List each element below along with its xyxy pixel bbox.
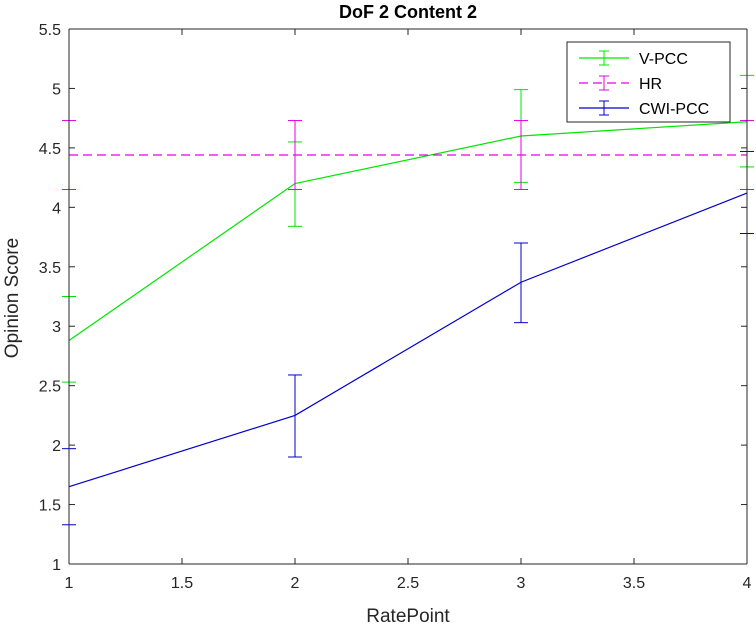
legend-box	[566, 41, 731, 123]
y-tick-label: 1	[52, 557, 61, 574]
x-tick-label: 3.5	[623, 575, 645, 592]
y-tick-label: 3	[52, 319, 61, 336]
y-tick-label: 2	[52, 438, 61, 455]
error-bar	[514, 242, 528, 324]
y-tick-label: 5.5	[39, 22, 61, 39]
x-tick-label: 3	[517, 575, 526, 592]
error-bar	[288, 374, 302, 458]
y-tick-label: 4	[52, 200, 61, 217]
legend-label: V-PCC	[639, 51, 688, 68]
legend-label: CWI-PCC	[639, 101, 709, 118]
legend-label: HR	[639, 76, 662, 93]
error-bar	[288, 120, 302, 190]
axes-layer: 1 1.5 2 2.5 3 3.5 4 1 1.5 2 2.5 3 3.5 4 4.5 5 5.5	[39, 22, 752, 592]
y-tick-label: 1.5	[39, 498, 61, 515]
chart-title: DoF 2 Content 2	[339, 2, 477, 22]
legend-entry: V-PCC	[579, 50, 688, 68]
y-tick-label: 4.5	[39, 141, 61, 158]
x-tick-label: 4	[743, 575, 752, 592]
x-tick-label: 1.5	[171, 575, 193, 592]
x-tick-label: 2.5	[397, 575, 419, 592]
y-tick-label: 3.5	[39, 260, 61, 277]
series-line	[68, 192, 748, 488]
legend-entry: CWI-PCC	[579, 100, 709, 118]
x-tick-label: 2	[291, 575, 300, 592]
y-axis-title: Opinion Score	[2, 238, 23, 358]
y-tick-label: 2.5	[39, 379, 61, 396]
y-tick-label: 5	[52, 81, 61, 98]
x-axis-title: RatePoint	[366, 606, 450, 626]
error-bar	[514, 120, 528, 190]
series-line	[68, 121, 748, 341]
legend: V-PCC HR CWI-PCC	[566, 41, 731, 123]
x-tick-label: 1	[65, 575, 74, 592]
legend-entry: HR	[579, 75, 662, 93]
